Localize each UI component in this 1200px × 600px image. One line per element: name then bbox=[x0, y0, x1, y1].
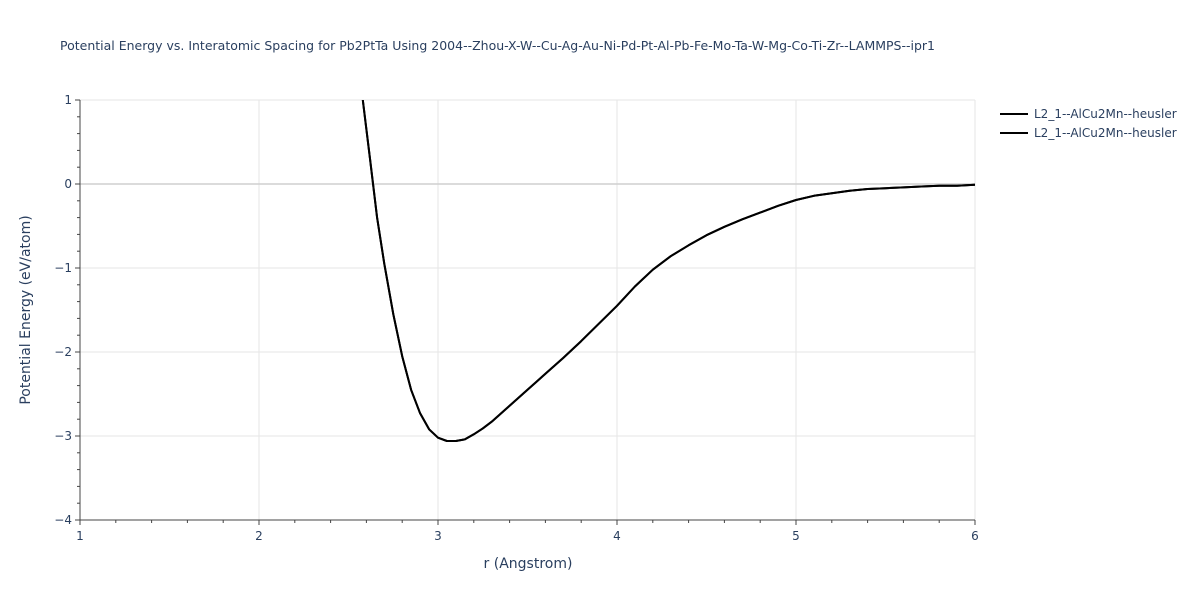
x-axis-title: r (Angstrom) bbox=[484, 556, 573, 572]
y-tick-label: 0 bbox=[64, 177, 72, 191]
y-tick-label: −4 bbox=[54, 513, 72, 527]
legend-label: L2_1--AlCu2Mn--heusler bbox=[1034, 126, 1177, 140]
x-tick-label: 2 bbox=[255, 529, 263, 543]
y-tick-label: −1 bbox=[54, 261, 72, 275]
y-tick-label: 1 bbox=[64, 93, 72, 107]
x-tick-label: 5 bbox=[792, 529, 800, 543]
series-line-2 bbox=[361, 100, 975, 442]
x-tick-label: 1 bbox=[76, 529, 84, 543]
legend: L2_1--AlCu2Mn--heusler L2_1--AlCu2Mn--heu… bbox=[1000, 107, 1177, 140]
x-tick-label: 6 bbox=[971, 529, 979, 543]
axes: 1 2 3 4 5 6 1 0 −1 −2 −3 −4 bbox=[54, 93, 979, 543]
series-line-1 bbox=[361, 100, 975, 442]
x-tick-label: 3 bbox=[434, 529, 442, 543]
y-tick-label: −3 bbox=[54, 429, 72, 443]
y-tick-label: −2 bbox=[54, 345, 72, 359]
chart-title: Potential Energy vs. Interatomic Spacing… bbox=[60, 38, 935, 53]
x-tick-label: 4 bbox=[613, 529, 621, 543]
gridlines bbox=[80, 99, 976, 520]
legend-label: L2_1--AlCu2Mn--heusler bbox=[1034, 107, 1177, 121]
y-axis-title: Potential Energy (eV/atom) bbox=[18, 215, 34, 404]
plot-area bbox=[361, 100, 975, 442]
